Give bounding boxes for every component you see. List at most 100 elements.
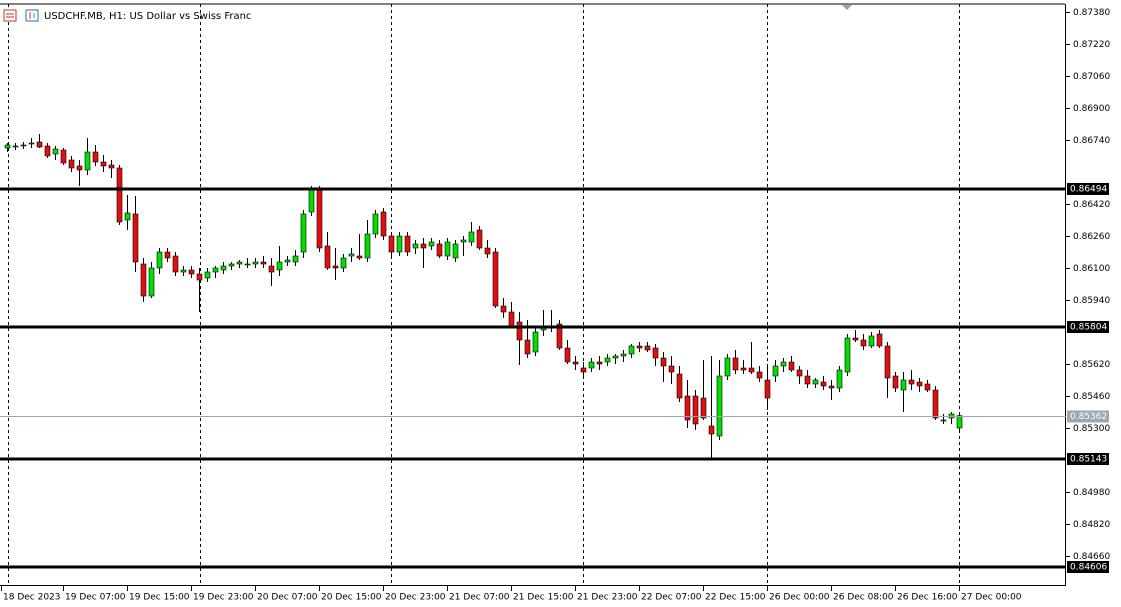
candle-body <box>628 345 635 355</box>
candle-body <box>900 379 907 391</box>
candle-body <box>84 151 91 171</box>
candle-body <box>556 323 563 349</box>
candle-body <box>244 263 251 266</box>
candle-body <box>652 347 659 359</box>
candle-body <box>332 265 339 269</box>
y-tick-label: 0.84820 <box>1073 520 1110 530</box>
candle-body <box>844 337 851 373</box>
y-tick-label: 0.86260 <box>1073 232 1110 242</box>
candle-body <box>780 361 787 367</box>
candle-body <box>268 265 275 273</box>
candle-body <box>460 239 467 243</box>
y-tick-label: 0.86100 <box>1073 264 1110 274</box>
candle-body <box>740 367 747 371</box>
candle-body <box>668 365 675 373</box>
candle-body <box>428 241 435 247</box>
x-tick-label: 19 Dec 15:00 <box>129 593 190 603</box>
candle-body <box>644 345 651 351</box>
candle-body <box>588 361 595 369</box>
x-tick-label: 19 Dec 07:00 <box>65 593 126 603</box>
candle-body <box>908 379 915 385</box>
candle-body <box>308 189 315 213</box>
candle-body <box>892 375 899 389</box>
candle-body <box>12 145 19 148</box>
candle-body <box>388 235 395 253</box>
level-label: 0.85804 <box>1070 323 1107 333</box>
candle-body <box>676 373 683 399</box>
candle-body <box>596 361 603 365</box>
candle-body <box>348 253 355 257</box>
y-tick-label: 0.84980 <box>1073 488 1110 498</box>
y-tick-label: 0.85460 <box>1073 392 1110 402</box>
y-tick-label: 0.87380 <box>1073 8 1110 18</box>
candle-body <box>68 159 75 169</box>
candle-body <box>764 379 771 399</box>
candle-body <box>924 383 931 391</box>
candle-body <box>868 335 875 347</box>
candle-body <box>4 144 11 149</box>
candle-body <box>324 245 331 269</box>
candle-body <box>108 164 115 169</box>
candle-body <box>340 257 347 269</box>
level-box <box>1067 321 1109 333</box>
candle-body <box>356 255 363 259</box>
candle-body <box>236 261 243 265</box>
candle-body <box>820 381 827 387</box>
candle-body <box>916 381 923 387</box>
candle-body <box>20 144 27 147</box>
level-label: 0.86494 <box>1070 185 1107 195</box>
candle-body <box>788 361 795 371</box>
candle-body <box>276 261 283 271</box>
x-tick-label: 26 Dec 08:00 <box>833 593 894 603</box>
x-tick-label: 22 Dec 07:00 <box>641 593 702 603</box>
x-tick-label: 20 Dec 07:00 <box>257 593 318 603</box>
candle-body <box>380 211 387 237</box>
candle-body <box>364 233 371 259</box>
candle-body <box>412 243 419 249</box>
candle-body <box>28 142 35 145</box>
candle-body <box>156 251 163 269</box>
candle-body <box>132 213 139 263</box>
x-tick-label: 21 Dec 07:00 <box>449 593 510 603</box>
candle-body <box>684 395 691 421</box>
candle-body <box>148 267 155 297</box>
candle-body <box>100 161 107 167</box>
candle-body <box>260 261 267 265</box>
x-tick-label: 20 Dec 15:00 <box>321 593 382 603</box>
candle-body <box>172 255 179 273</box>
candle-body <box>180 269 187 273</box>
candle-body <box>212 267 219 273</box>
candle-body <box>636 345 643 349</box>
candle-body <box>692 395 699 425</box>
candle-body <box>716 375 723 437</box>
candle-body <box>620 353 627 357</box>
chart-title: USDCHF.MB, H1: US Dollar vs Swiss Franc <box>44 11 251 22</box>
candle-body <box>196 273 203 281</box>
x-tick-label: 26 Dec 00:00 <box>769 593 830 603</box>
candle-body <box>452 243 459 259</box>
candle-body <box>524 339 531 355</box>
candle-body <box>116 167 123 223</box>
candle-body <box>76 165 83 171</box>
candle-body <box>204 271 211 279</box>
y-tick-label: 0.85620 <box>1073 360 1110 370</box>
y-tick-label: 0.84660 <box>1073 552 1110 562</box>
candle-body <box>756 371 763 379</box>
candle-body <box>508 311 515 327</box>
candle-body <box>284 259 291 263</box>
x-tick-label: 27 Dec 00:00 <box>961 593 1022 603</box>
candle-body <box>220 265 227 271</box>
candle-body <box>804 375 811 385</box>
candle-body <box>748 367 755 373</box>
candle-body <box>660 357 667 367</box>
candle-body <box>852 337 859 341</box>
candle-body <box>500 305 507 313</box>
candle-body <box>532 331 539 353</box>
candle-body <box>572 361 579 365</box>
candle-body <box>860 339 867 347</box>
candle-body <box>420 243 427 249</box>
candle-body <box>956 415 963 429</box>
level-box <box>1067 453 1109 465</box>
